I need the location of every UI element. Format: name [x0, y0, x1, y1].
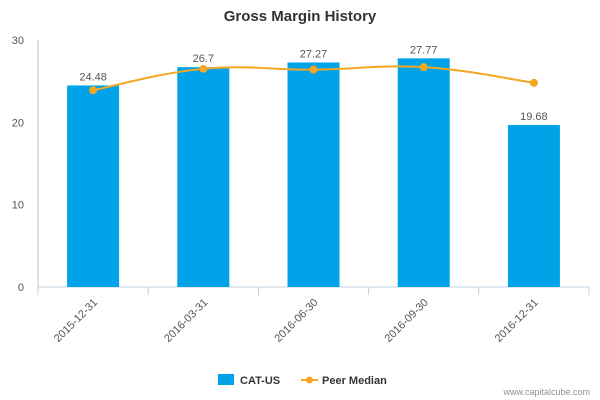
bar-series	[67, 58, 560, 287]
line-series	[89, 63, 538, 95]
legend-marker-peer-median	[306, 376, 313, 384]
bar-data-label: 24.48	[79, 71, 107, 83]
peer-median-point[interactable]	[199, 64, 208, 73]
bar[interactable]	[67, 85, 120, 287]
bar[interactable]	[287, 62, 340, 287]
x-tick-label: 2016-06-30	[272, 297, 320, 345]
bar-data-labels: 24.48 26.7 27.27 27.77 19.68	[79, 44, 547, 123]
bar-data-label: 26.7	[193, 53, 214, 65]
y-tick-label: 20	[12, 117, 24, 129]
peer-median-point[interactable]	[309, 65, 318, 74]
credit-text[interactable]: www.capitalcube.com	[502, 387, 590, 397]
legend[interactable]: CAT-US Peer Median	[218, 374, 387, 387]
legend-item-cat-us[interactable]: CAT-US	[218, 374, 280, 387]
peer-median-point[interactable]	[529, 78, 538, 87]
x-tick-label: 2016-09-30	[383, 297, 431, 345]
chart-title: Gross Margin History	[224, 8, 377, 25]
legend-label-peer-median: Peer Median	[322, 375, 387, 387]
bar-data-label: 27.77	[410, 44, 438, 56]
bar[interactable]	[177, 67, 230, 287]
y-tick-label: 30	[12, 35, 24, 47]
x-tick-label: 2016-03-31	[162, 297, 210, 345]
y-axis-ticks: 0 10 20 30	[12, 35, 24, 294]
legend-label-cat-us: CAT-US	[240, 375, 280, 387]
x-tick-label: 2016-12-31	[493, 297, 541, 345]
bar[interactable]	[397, 58, 450, 287]
x-axis-ticks: 2015-12-31 2016-03-31 2016-06-30 2016-09-30…	[37, 287, 590, 345]
legend-item-peer-median[interactable]: Peer Median	[301, 375, 387, 387]
bar-data-label: 27.27	[300, 48, 328, 60]
legend-swatch-cat-us	[218, 374, 234, 385]
y-tick-label: 0	[18, 282, 24, 294]
y-tick-label: 10	[12, 200, 24, 212]
peer-median-point[interactable]	[419, 63, 428, 72]
bar-data-label: 19.68	[520, 111, 548, 123]
bar[interactable]	[507, 124, 560, 287]
peer-median-point[interactable]	[89, 86, 98, 95]
x-tick-label: 2015-12-31	[52, 297, 100, 345]
